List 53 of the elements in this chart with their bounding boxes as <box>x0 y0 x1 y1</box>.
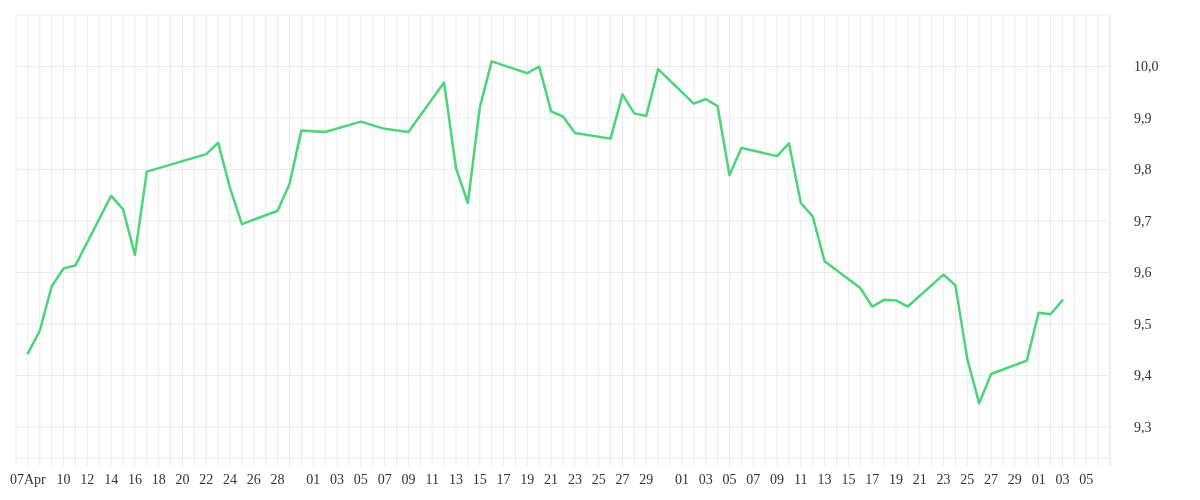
y-tick-label: 9,3 <box>1134 419 1152 435</box>
x-tick-label: 01 <box>1031 472 1046 487</box>
y-tick-label: 9,5 <box>1134 316 1152 332</box>
x-tick-label: 15 <box>472 472 487 487</box>
x-tick-label: 09 <box>770 472 785 487</box>
x-tick-label: 03 <box>330 472 345 487</box>
x-tick-label: 11 <box>794 472 808 487</box>
x-tick-label: 11 <box>425 472 439 487</box>
x-tick-label: 19 <box>888 472 903 487</box>
y-tick-label: 10,0 <box>1134 59 1159 75</box>
x-tick-label: 13 <box>448 472 463 487</box>
x-tick-label: 01 <box>306 472 321 487</box>
x-tick-label: 03 <box>698 472 713 487</box>
x-tick-label: 28 <box>270 472 285 487</box>
x-tick-label: 27 <box>984 472 999 487</box>
line-series <box>26 60 1064 405</box>
y-tick-label: 9,8 <box>1134 162 1152 178</box>
x-tick-label: 21 <box>912 472 927 487</box>
x-tick-label: 01 <box>674 472 689 487</box>
x-tick-label: 14 <box>104 472 119 487</box>
x-tick-label: 25 <box>960 472 975 487</box>
x-tick-label: 18 <box>151 472 166 487</box>
x-tick-label: 23 <box>936 472 951 487</box>
x-tick-label: 13 <box>817 472 832 487</box>
x-tick-label: 05 <box>722 472 737 487</box>
x-tick-label: 20 <box>175 472 190 487</box>
x-tick-label: 27 <box>615 472 630 487</box>
x-tick-label: 29 <box>639 472 654 487</box>
x-tick-label: 07 <box>377 472 392 487</box>
x-tick-label: 07 <box>746 472 761 487</box>
y-tick-label: 9,4 <box>1134 368 1152 384</box>
x-tick-label: 23 <box>567 472 582 487</box>
y-tick-label: 9,7 <box>1134 213 1152 229</box>
x-tick-label: 19 <box>520 472 535 487</box>
x-tick-label: 15 <box>841 472 856 487</box>
x-tick-label: 05 <box>353 472 368 487</box>
x-tick-label: 29 <box>1007 472 1022 487</box>
x-tick-label: 10 <box>56 472 71 487</box>
x-tick-label: 22 <box>199 472 214 487</box>
x-tick-label: 07Apr <box>10 472 47 487</box>
x-tick-label: 21 <box>544 472 559 487</box>
x-tick-label: 24 <box>223 472 238 487</box>
x-tick-label: 17 <box>496 472 511 487</box>
x-tick-label: 05 <box>1079 472 1094 487</box>
x-tick-label: 12 <box>80 472 95 487</box>
x-tick-label: 16 <box>127 472 142 487</box>
x-tick-label: 25 <box>591 472 606 487</box>
x-tick-label: 17 <box>865 472 880 487</box>
x-tick-label: 03 <box>1055 472 1070 487</box>
y-tick-label: 9,9 <box>1134 110 1152 126</box>
y-tick-label: 9,6 <box>1134 265 1152 281</box>
x-tick-label: 26 <box>246 472 261 487</box>
x-tick-label: 09 <box>401 472 416 487</box>
